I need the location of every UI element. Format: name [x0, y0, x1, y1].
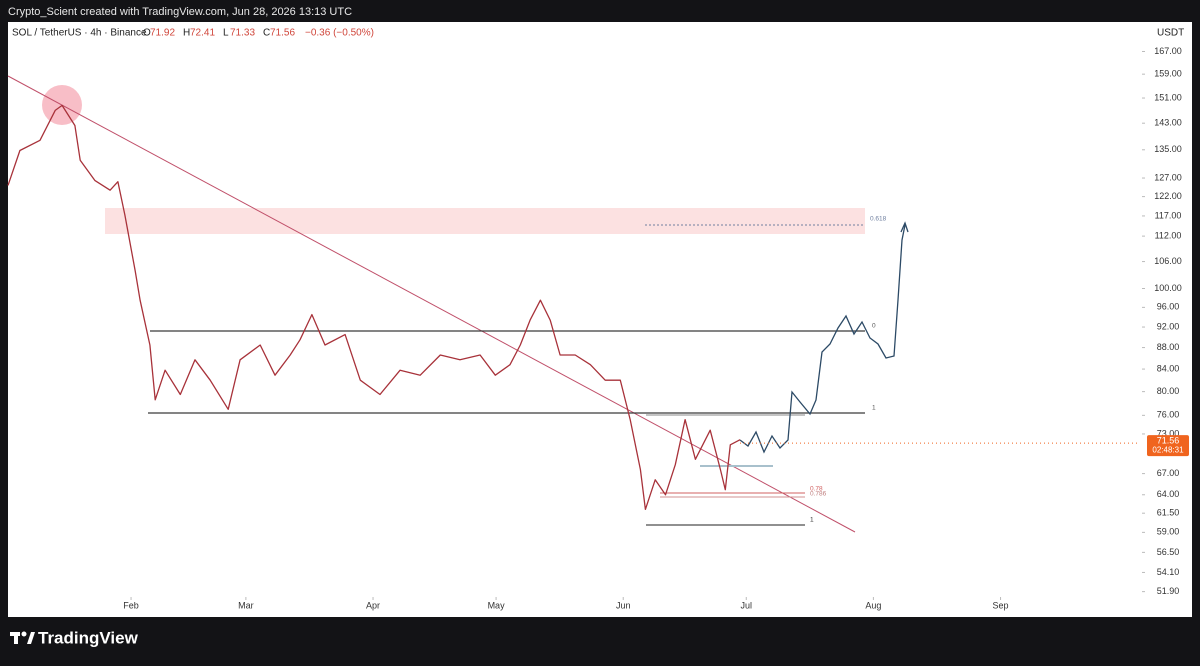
ohlc-label: H — [183, 28, 190, 39]
y-tick-label: 151.00 — [1154, 92, 1182, 102]
y-tick-label: 122.00 — [1154, 191, 1182, 201]
fib-label: 0.786 — [810, 491, 827, 498]
y-tick-label: 67.00 — [1157, 468, 1180, 478]
projection-arrow — [900, 221, 909, 233]
fib-label: 0.78 — [810, 486, 823, 493]
ohlc-label: L — [223, 28, 229, 39]
fib-label: 0 — [872, 323, 876, 330]
x-tick-label: Sep — [993, 600, 1009, 610]
last-price: 71.56 — [1157, 436, 1180, 446]
y-tick-label: 159.00 — [1154, 69, 1182, 79]
ohlc-value: 71.92 — [150, 28, 175, 39]
y-tick-label: 88.00 — [1157, 342, 1180, 352]
supply-zone — [105, 208, 865, 234]
fib-label: 0.618 — [870, 216, 887, 223]
x-tick-label: Jun — [616, 600, 631, 610]
x-tick-label: Apr — [366, 600, 380, 610]
y-tick-label: 59.00 — [1157, 527, 1180, 537]
symbol-title: SOL / TetherUS · 4h · Binance — [12, 28, 147, 39]
y-tick-label: 54.10 — [1157, 567, 1180, 577]
y-tick-label: 61.50 — [1157, 508, 1180, 518]
ohlc-label: C — [263, 28, 270, 39]
x-tick-label: May — [488, 600, 506, 610]
brand: TradingView — [38, 628, 139, 647]
y-tick-label: 117.00 — [1155, 210, 1182, 220]
brand-logo — [10, 631, 35, 644]
y-tick-label: 143.00 — [1154, 118, 1182, 128]
x-tick-label: Jul — [741, 600, 753, 610]
y-tick-label: 135.00 — [1154, 144, 1182, 154]
x-tick-label: Aug — [865, 600, 881, 610]
fib-label: 1 — [810, 517, 814, 524]
trendline — [7, 75, 856, 533]
y-tick-label: 96.00 — [1157, 302, 1180, 312]
countdown: 02:48:31 — [1152, 445, 1184, 454]
fib-label: 1 — [872, 405, 876, 412]
y-tick-label: 51.90 — [1157, 586, 1180, 596]
credit: Crypto_Scient created with TradingView.c… — [8, 6, 352, 18]
x-tick-label: Feb — [123, 600, 139, 610]
y-tick-label: 106.00 — [1154, 256, 1182, 266]
projection-path — [739, 224, 906, 454]
y-tick-label: 92.00 — [1157, 321, 1180, 331]
ohlc-value: 71.56 — [270, 28, 295, 39]
x-tick-label: Mar — [238, 600, 254, 610]
y-tick-label: 167.00 — [1154, 46, 1182, 56]
ohlc-label: O — [143, 28, 151, 39]
y-tick-label: 56.50 — [1157, 547, 1180, 557]
chart-area — [8, 22, 1192, 617]
y-tick-label: 127.00 — [1154, 172, 1182, 182]
price-line — [7, 104, 741, 511]
last-price-tag — [1147, 435, 1189, 457]
y-tick-label: 73.00 — [1157, 428, 1180, 438]
y-tick-label: 100.00 — [1154, 283, 1182, 293]
currency: USDT — [1157, 28, 1184, 39]
legend: SOL / TetherUS · 4h · Binance O 71.92 H 72.… — [12, 28, 374, 39]
y-tick-label: 76.00 — [1157, 410, 1180, 420]
ohlc-value: 72.41 — [190, 28, 215, 39]
y-tick-label: 64.00 — [1157, 489, 1180, 499]
ohlc-value: 71.33 — [230, 28, 255, 39]
y-tick-label: 112.00 — [1155, 230, 1182, 240]
y-tick-label: 80.00 — [1157, 386, 1180, 396]
y-tick-label: 84.00 — [1157, 363, 1180, 373]
change: −0.36 (−0.50%) — [305, 28, 374, 39]
